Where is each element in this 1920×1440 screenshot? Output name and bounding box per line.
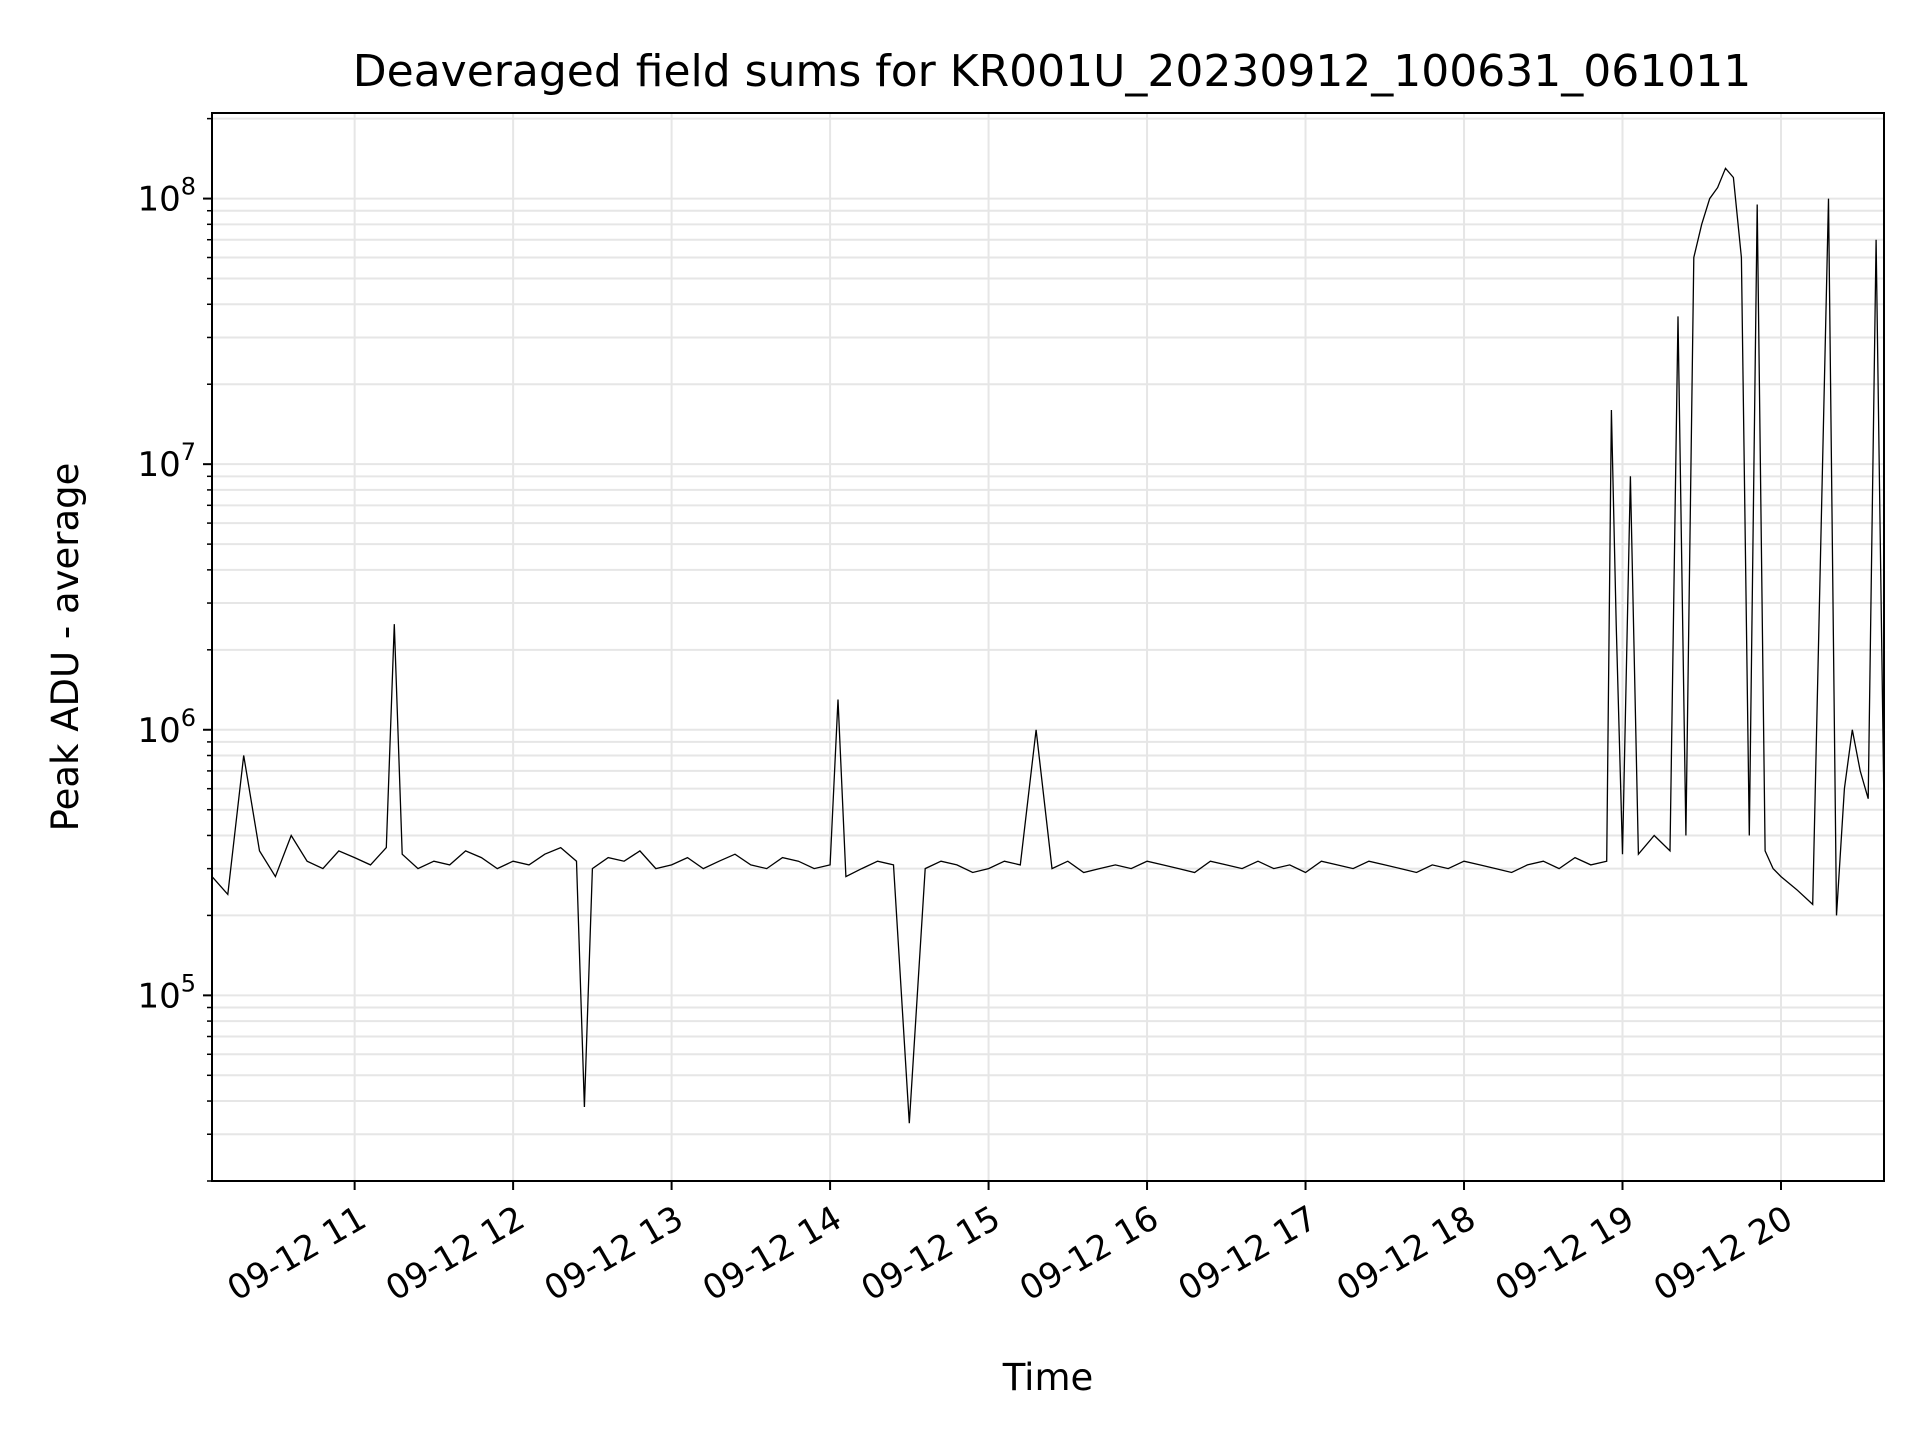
x-tick-label: 09-12 13: [538, 1198, 690, 1309]
x-axis: 09-12 11 09-12 12 09-12 13 09-12 14 09-12 15…: [221, 1181, 1799, 1309]
x-tick-label: 09-12 16: [1013, 1198, 1165, 1309]
y-axis-label: Peak ADU - average: [44, 463, 87, 832]
x-tick-label: 09-12 19: [1489, 1198, 1641, 1309]
x-tick-label: 09-12 17: [1172, 1198, 1324, 1309]
y-tick-label: 108: [137, 173, 196, 220]
x-axis-label: Time: [1002, 1356, 1094, 1399]
chart-title: Deaveraged field sums for KR001U_2023091…: [353, 46, 1751, 97]
x-tick-label: 09-12 12: [379, 1198, 531, 1309]
y-tick-label: 105: [137, 969, 196, 1016]
y-tick-label: 107: [137, 438, 196, 485]
y-axis: 105 106 107 108: [137, 117, 212, 1182]
x-tick-label: 09-12 18: [1330, 1198, 1482, 1309]
y-tick-label: 106: [137, 704, 196, 751]
x-tick-label: 09-12 15: [855, 1198, 1007, 1309]
grid-lines: [212, 113, 1884, 1182]
series-line: [211, 167, 1885, 1124]
x-tick-label: 09-12 20: [1647, 1198, 1799, 1309]
plot-frame: [211, 112, 1885, 1182]
x-tick-label: 09-12 11: [221, 1198, 373, 1309]
x-tick-label: 09-12 14: [696, 1198, 848, 1309]
